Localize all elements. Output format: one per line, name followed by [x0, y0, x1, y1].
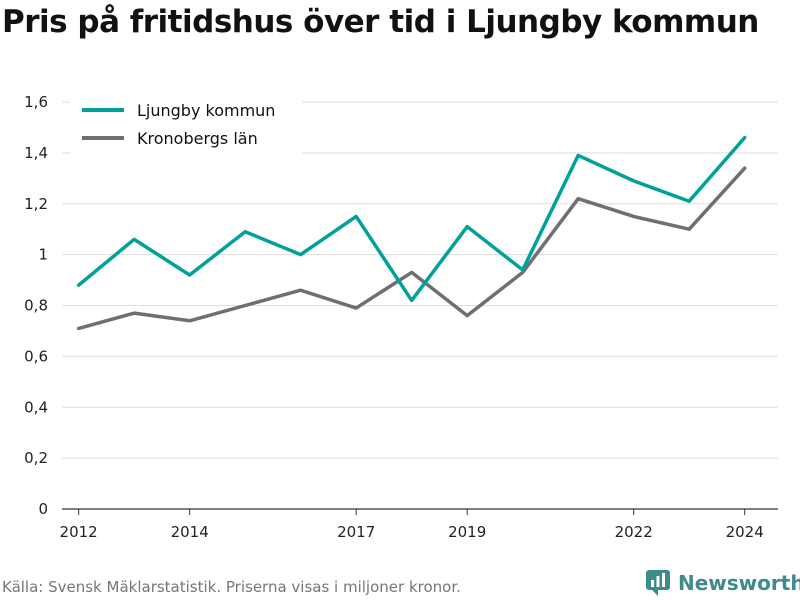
- chart-title: Pris på fritidshus över tid i Ljungby ko…: [2, 4, 759, 40]
- y-tick-label: 1,6: [24, 93, 48, 111]
- y-tick-label: 1,2: [24, 195, 48, 213]
- x-tick-label: 2024: [726, 523, 764, 541]
- x-tick-label: 2014: [171, 523, 209, 541]
- x-tick-label: 2019: [448, 523, 486, 541]
- brand-logo[interactable]: Newsworthy: [646, 570, 800, 596]
- brand-name: Newsworthy: [678, 571, 800, 595]
- gridlines: [62, 101, 778, 510]
- series-line-kronobergs-län: [76, 166, 747, 331]
- x-tick-label: 2022: [615, 523, 653, 541]
- y-tick-label: 0,8: [24, 297, 48, 315]
- x-tick-label: 2012: [60, 523, 98, 541]
- y-tick-label: 0,2: [24, 449, 48, 467]
- x-tick-label: 2017: [337, 523, 375, 541]
- legend: Ljungby kommun Kronobergs län: [70, 95, 302, 155]
- newsworthy-logo-icon: [646, 570, 670, 596]
- series-line-ljungby-kommun: [76, 135, 747, 303]
- y-tick-label: 1: [38, 246, 48, 264]
- source-note: Källa: Svensk Mäklarstatistik. Priserna …: [2, 578, 461, 596]
- y-tick-label: 1,4: [24, 144, 48, 162]
- legend-label: Kronobergs län: [137, 129, 258, 148]
- y-axis: 0 0,2 0,4 0,6 0,8 1 1,2 1,4 1,6: [24, 93, 48, 518]
- y-tick-label: 0: [38, 500, 48, 518]
- legend-background: [70, 95, 302, 155]
- series-lines: [76, 135, 747, 331]
- x-axis: 2012 2014 2017 2019 2022 2024: [60, 509, 764, 541]
- y-tick-label: 0,4: [24, 398, 48, 416]
- legend-label: Ljungby kommun: [137, 101, 275, 120]
- y-tick-label: 0,6: [24, 347, 48, 365]
